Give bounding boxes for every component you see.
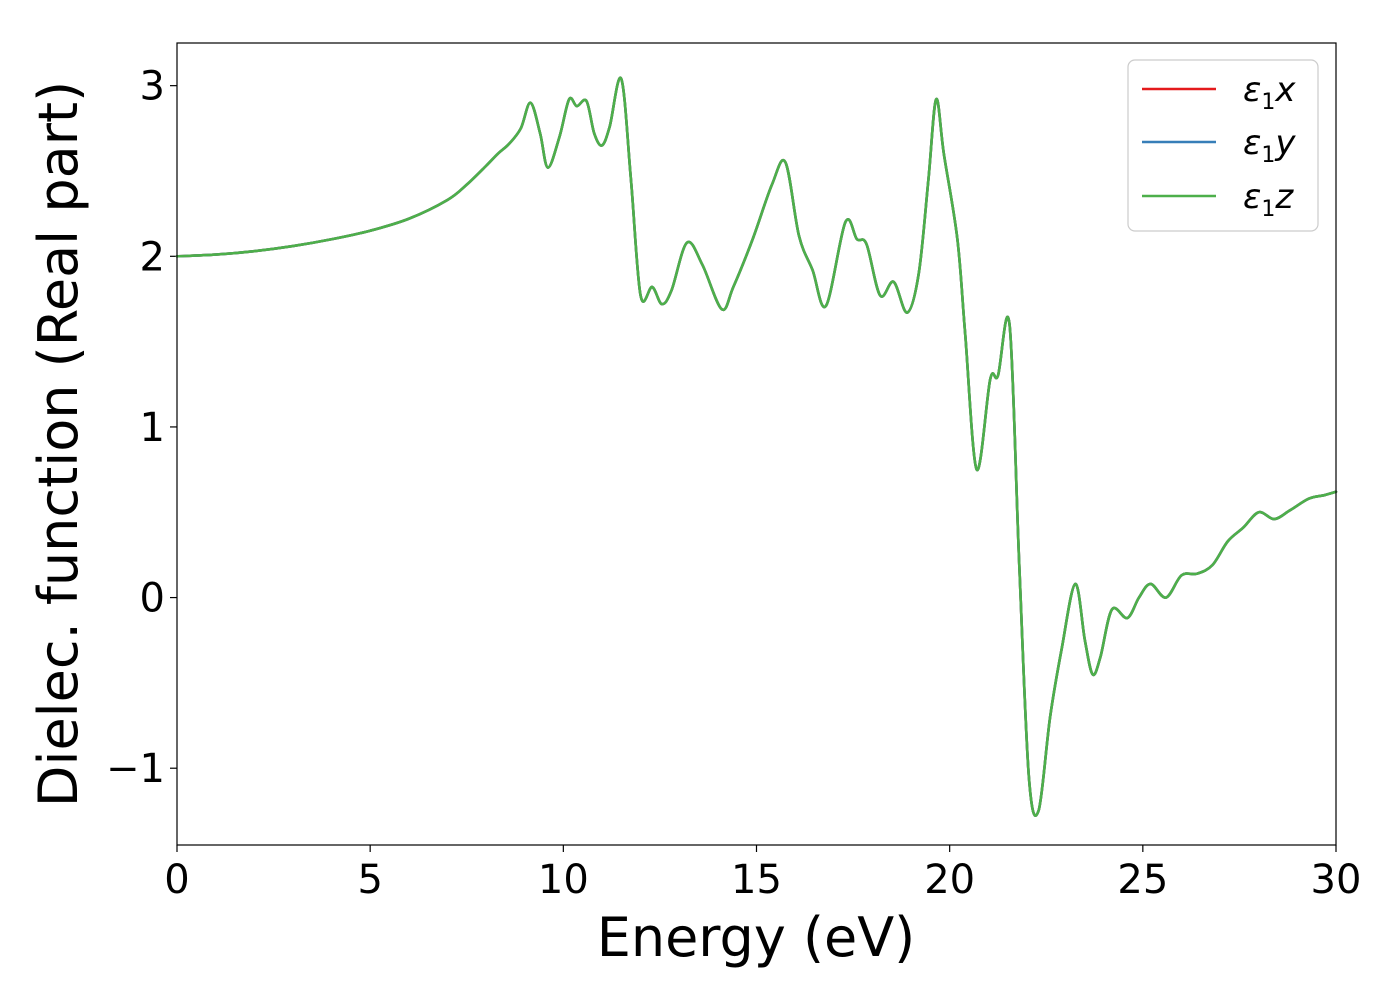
y-tick-label: 2 [140,234,165,280]
y-axis-ticks: −1 0 1 2 3 [106,64,177,792]
legend: ε1x ε1y ε1z [1127,59,1319,232]
series-lines [175,76,1338,817]
y-axis-label: Dielec. function (Real part) [27,81,90,807]
y-tick-label: 0 [140,576,165,622]
x-tick-label: 25 [1117,857,1168,903]
y-tick-label: −1 [106,746,165,792]
x-axis-label: Energy (eV) [597,906,916,969]
series-line-eps1z [175,76,1338,817]
legend-entry-label: ε1z [1243,177,1294,222]
legend-entry-label: ε1y [1243,123,1296,168]
x-tick-label: 30 [1311,857,1362,903]
y-tick-label: 3 [140,64,165,110]
legend-entry-label: ε1x [1243,70,1296,115]
x-tick-label: 10 [538,857,589,903]
x-tick-label: 5 [357,857,382,903]
y-tick-label: 1 [140,405,165,451]
x-tick-label: 0 [164,857,189,903]
legend-box [1127,59,1319,232]
x-tick-label: 15 [731,857,782,903]
x-axis-ticks: 0 5 10 15 20 25 30 [164,845,1361,903]
plot-area-frame [176,42,1337,846]
x-tick-label: 20 [924,857,975,903]
